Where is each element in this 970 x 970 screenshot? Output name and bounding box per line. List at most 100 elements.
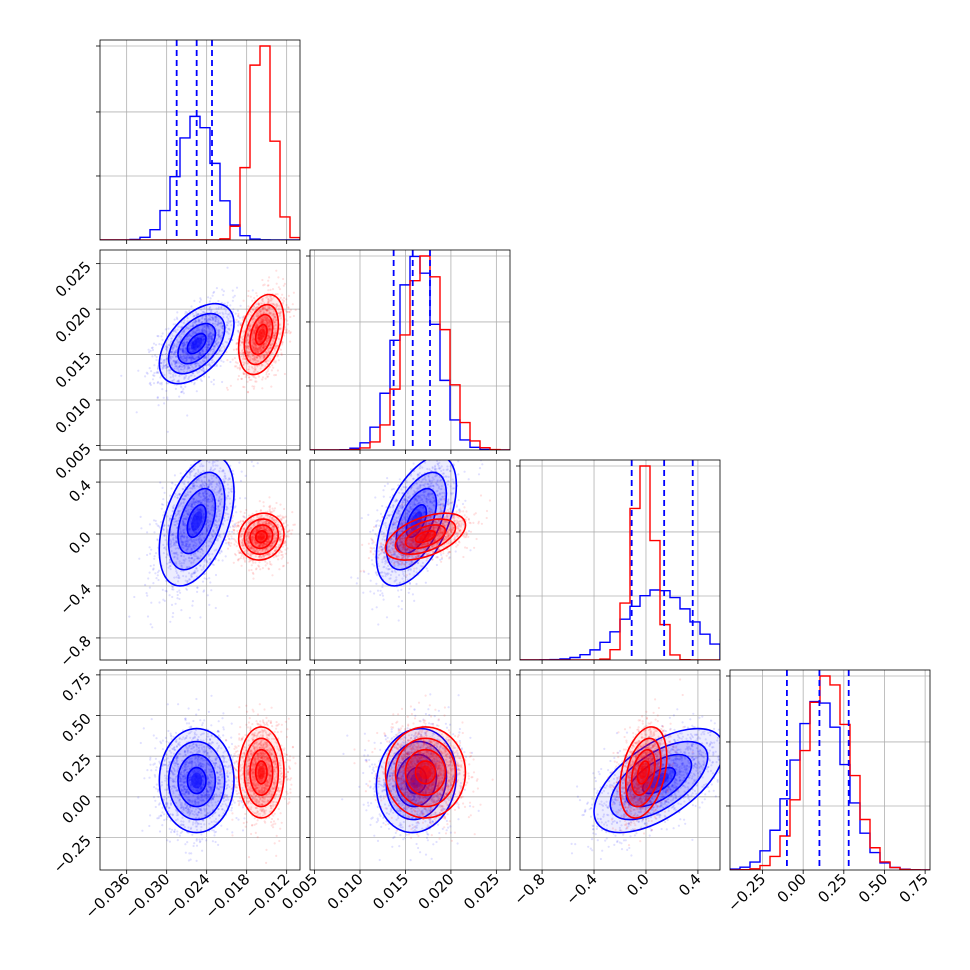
scatter-point <box>228 530 231 533</box>
scatter-point <box>252 347 255 350</box>
scatter-point <box>153 555 156 558</box>
scatter-point <box>255 356 258 359</box>
scatter-point <box>210 481 213 484</box>
scatter-point <box>222 360 225 363</box>
scatter-point <box>221 325 224 328</box>
scatter-point <box>253 358 256 361</box>
scatter-point <box>263 356 266 359</box>
scatter-point <box>237 320 240 323</box>
scatter-point <box>231 441 233 443</box>
scatter-point <box>248 378 251 382</box>
scatter-point <box>199 378 202 381</box>
scatter-point <box>221 311 224 314</box>
scatter-point <box>265 323 268 326</box>
scatter-point <box>267 367 270 370</box>
scatter-point <box>208 339 211 343</box>
scatter-point <box>254 326 257 329</box>
scatter-point <box>210 318 213 322</box>
scatter-point <box>207 334 210 337</box>
scatter-point <box>255 315 258 318</box>
scatter-point <box>249 356 252 359</box>
scatter-point <box>180 391 183 394</box>
scatter-point <box>189 464 193 467</box>
scatter-point <box>292 314 295 318</box>
scatter-point <box>282 277 285 281</box>
scatter-point <box>164 364 167 367</box>
scatter-point <box>255 356 258 359</box>
scatter-point <box>208 352 211 355</box>
scatter-point <box>199 297 202 300</box>
scatter-point <box>212 530 215 533</box>
scatter-point <box>243 386 246 389</box>
scatter-point <box>253 331 256 334</box>
scatter-point <box>249 350 252 353</box>
scatter-point <box>248 376 251 379</box>
scatter-point <box>265 339 268 342</box>
scatter-point <box>259 311 262 314</box>
scatter-point <box>267 328 270 331</box>
scatter-point <box>200 480 203 483</box>
scatter-point <box>248 365 251 368</box>
scatter-point <box>269 321 272 324</box>
scatter-point <box>194 331 197 334</box>
scatter-point <box>255 345 258 348</box>
scatter-point <box>211 322 215 325</box>
scatter-point <box>277 354 280 357</box>
scatter-point <box>267 359 270 363</box>
scatter-point <box>157 578 160 582</box>
scatter-point <box>217 341 220 344</box>
scatter-point <box>261 306 264 309</box>
scatter-point <box>171 355 174 359</box>
scatter-point <box>257 312 260 315</box>
scatter-point <box>267 375 270 378</box>
scatter-point <box>211 338 214 341</box>
scatter-point <box>246 333 249 336</box>
scatter-point <box>180 365 183 368</box>
scatter-point <box>192 332 195 335</box>
scatter-point <box>183 329 186 333</box>
scatter-point <box>246 380 249 383</box>
scatter-point <box>268 335 271 338</box>
scatter-point <box>207 332 210 336</box>
scatter-point <box>192 538 196 541</box>
scatter-point <box>216 321 219 324</box>
scatter-point <box>257 303 260 307</box>
scatter-point <box>250 365 253 369</box>
scatter-point <box>270 295 273 298</box>
scatter-point <box>204 355 207 358</box>
scatter-point <box>287 306 290 309</box>
scatter-point <box>227 319 230 323</box>
scatter-point <box>219 325 222 328</box>
scatter-point <box>225 386 229 389</box>
scatter-point <box>174 330 177 334</box>
scatter-point <box>209 331 212 334</box>
scatter-point <box>251 345 254 348</box>
scatter-point <box>203 375 206 378</box>
scatter-point <box>289 332 292 335</box>
scatter-point <box>174 602 177 605</box>
scatter-point <box>264 330 267 333</box>
scatter-point <box>185 338 188 341</box>
scatter-point <box>190 359 193 363</box>
scatter-point <box>174 362 177 365</box>
scatter-point <box>246 352 249 355</box>
scatter-point <box>169 376 172 379</box>
scatter-point <box>247 294 250 298</box>
scatter-point <box>275 306 278 309</box>
scatter-point <box>257 311 260 314</box>
scatter-point <box>185 357 188 360</box>
scatter-point <box>168 343 171 346</box>
scatter-point <box>212 291 215 294</box>
scatter-point <box>211 447 213 449</box>
scatter-point <box>171 588 174 591</box>
scatter-point <box>262 318 265 321</box>
scatter-point <box>267 284 270 287</box>
scatter-point <box>200 317 203 320</box>
scatter-point <box>224 340 227 343</box>
scatter-point <box>262 306 265 309</box>
scatter-point <box>268 325 271 328</box>
scatter-point <box>262 505 265 508</box>
scatter-point <box>285 328 288 331</box>
scatter-point <box>178 364 181 367</box>
scatter-point <box>274 317 277 320</box>
